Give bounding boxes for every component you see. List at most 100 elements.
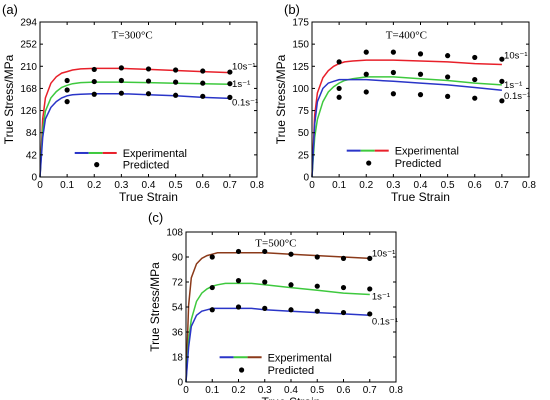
- y-tick-label: 168: [20, 84, 37, 95]
- y-tick-label: 84: [26, 128, 38, 139]
- predicted-point: [417, 71, 424, 77]
- predicted-point: [262, 279, 268, 285]
- predicted-point: [91, 78, 97, 85]
- x-tick-label: 0.4: [142, 180, 156, 191]
- legend-experimental-label: Experimental: [123, 148, 187, 160]
- predicted-point: [367, 255, 373, 261]
- predicted-point: [173, 67, 179, 73]
- series-label: 1s⁻¹: [232, 79, 250, 90]
- predicted-point: [288, 307, 294, 313]
- x-tick-label: 0.7: [223, 180, 237, 191]
- predicted-point: [499, 56, 505, 62]
- x-tick-label: 0.6: [468, 180, 482, 191]
- x-tick-label: 0.6: [337, 385, 351, 396]
- predicted-point: [145, 66, 152, 72]
- series-line: [311, 78, 502, 178]
- predicted-point: [390, 69, 396, 76]
- predicted-point: [363, 89, 369, 95]
- predicted-point: [118, 77, 124, 84]
- x-tick-label: 0.2: [359, 180, 373, 191]
- x-axis-label: True Strain: [262, 395, 321, 400]
- y-tick-label: 36: [172, 328, 184, 339]
- series-label: 0.1s⁻¹: [372, 316, 398, 327]
- x-tick-label: 0: [37, 180, 43, 191]
- y-tick-label: 75: [298, 106, 310, 117]
- panel-label: (a): [2, 2, 18, 17]
- predicted-point: [499, 78, 505, 84]
- x-tick-label: 0: [183, 385, 189, 396]
- x-tick-label: 0.1: [332, 180, 346, 191]
- y-tick-label: 175: [292, 18, 309, 29]
- x-tick-label: 0.4: [414, 180, 428, 191]
- predicted-point: [340, 309, 347, 316]
- predicted-point: [200, 80, 206, 86]
- y-tick-label: 125: [292, 62, 309, 73]
- predicted-point: [363, 71, 369, 77]
- x-tick-label: 0.5: [441, 180, 455, 191]
- predicted-point: [390, 91, 396, 97]
- predicted-point: [367, 286, 373, 292]
- predicted-point: [390, 49, 396, 55]
- x-tick-label: 0.2: [232, 385, 246, 396]
- y-tick-label: 294: [20, 18, 37, 29]
- predicted-point: [64, 99, 70, 105]
- predicted-point: [173, 79, 179, 85]
- predicted-point: [91, 91, 97, 97]
- y-tick-label: 252: [20, 40, 37, 51]
- predicted-point: [64, 87, 70, 93]
- predicted-point: [417, 51, 424, 57]
- y-tick-label: 54: [172, 303, 184, 314]
- temperature-annotation: T=400°C: [386, 29, 427, 41]
- legend-experimental-label: Experimental: [395, 146, 459, 158]
- y-tick-label: 25: [298, 150, 310, 161]
- predicted-point: [209, 307, 215, 313]
- series-line: [39, 67, 230, 178]
- y-tick-label: 0: [177, 378, 183, 389]
- temperature-annotation: T=300°C: [112, 29, 153, 41]
- predicted-point: [227, 94, 233, 100]
- predicted-point: [336, 85, 342, 92]
- y-axis-label: True Stress/MPa: [274, 54, 288, 144]
- predicted-point: [314, 254, 320, 260]
- predicted-point: [118, 90, 124, 96]
- legend-predicted-marker: [366, 160, 372, 166]
- series-label: 1s⁻¹: [372, 292, 390, 303]
- x-tick-label: 0.1: [60, 180, 74, 191]
- predicted-point: [417, 92, 424, 98]
- predicted-point: [200, 68, 206, 74]
- panel-label: (c): [148, 210, 163, 225]
- y-tick-label: 72: [172, 278, 184, 289]
- predicted-point: [499, 98, 505, 104]
- predicted-point: [145, 78, 152, 84]
- series-line: [39, 81, 230, 178]
- x-tick-label: 0.3: [114, 180, 128, 191]
- series-line: [311, 59, 502, 178]
- predicted-point: [227, 81, 233, 87]
- series-line: [185, 252, 370, 383]
- x-tick-label: 0.1: [205, 385, 219, 396]
- x-tick-label: 0.3: [386, 180, 400, 191]
- predicted-point: [262, 305, 268, 311]
- series-label: 10s⁻¹: [372, 248, 396, 259]
- x-axis-label: True Strain: [391, 190, 450, 204]
- y-tick-label: 0: [31, 173, 37, 184]
- series-label: 0.1s⁻¹: [504, 91, 530, 102]
- predicted-point: [314, 308, 320, 314]
- predicted-point: [367, 311, 373, 317]
- predicted-point: [235, 248, 242, 255]
- predicted-point: [472, 76, 478, 83]
- x-tick-label: 0.8: [522, 180, 536, 191]
- x-tick-label: 0.8: [250, 180, 264, 191]
- y-axis-label: True Stress/MPa: [148, 262, 162, 352]
- temperature-annotation: T=500°C: [255, 238, 296, 250]
- predicted-point: [472, 54, 478, 61]
- x-tick-label: 0.5: [169, 180, 183, 191]
- predicted-point: [288, 251, 294, 257]
- panel-c: 10s⁻¹ 1s⁻¹ 0.1s⁻¹ 0 0.1 0.2 0.3 0.4 0.5 0.6 0.7 0.8…: [148, 210, 403, 400]
- x-tick-label: 0.6: [196, 180, 210, 191]
- predicted-point: [209, 254, 215, 260]
- predicted-point: [200, 93, 206, 99]
- series-label: 10s⁻¹: [232, 62, 256, 73]
- series-label: 0.1s⁻¹: [232, 97, 258, 108]
- predicted-point: [262, 248, 268, 255]
